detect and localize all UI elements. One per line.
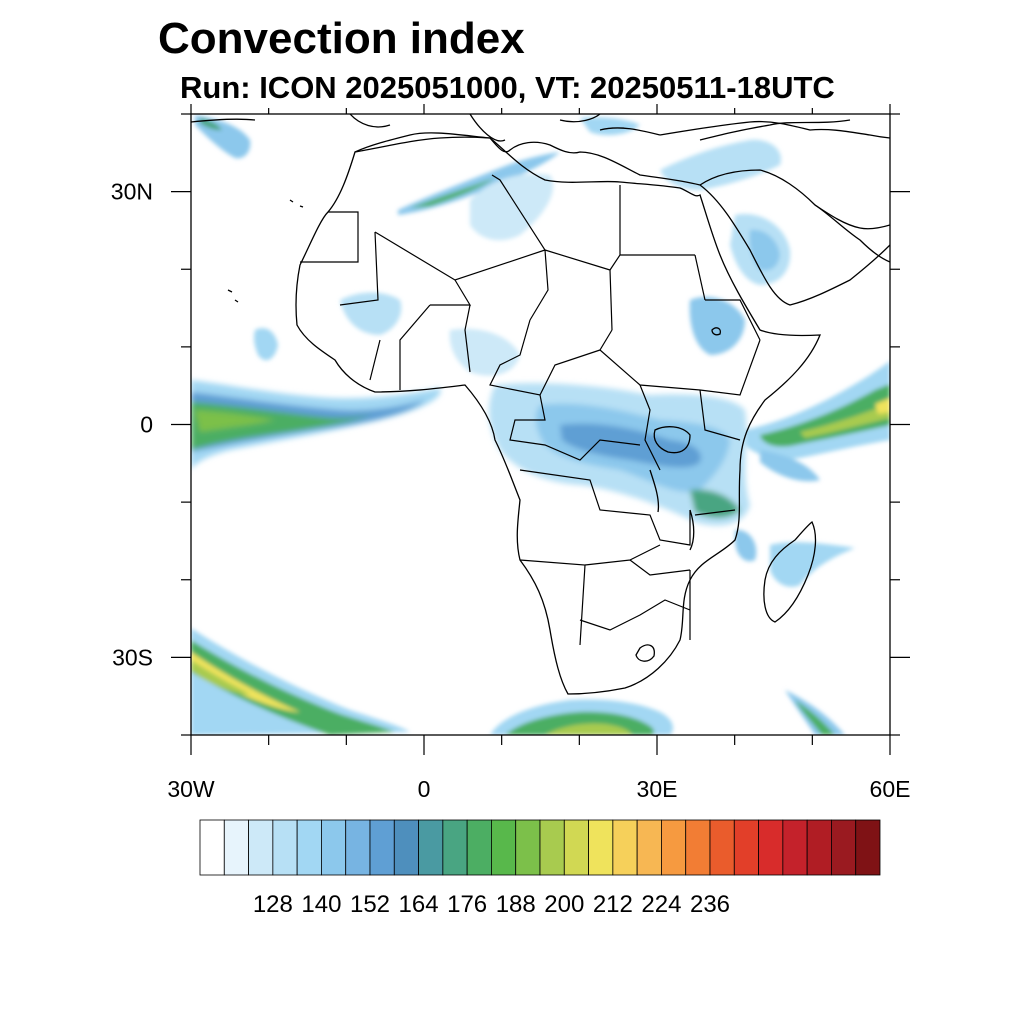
mediterranean-coastline [354,120,890,186]
border-libya-egypt-sudan [609,185,695,271]
colorbar-swatch [393,819,419,876]
border-ethiopia-somalia [699,299,761,396]
lon-tick-label: 0 [418,776,431,802]
field-arabia [660,139,791,285]
colorbar-swatch [685,819,711,876]
colorbar-swatch [563,819,589,876]
colorbar-label: 200 [544,891,584,918]
border-namibia-botswana [519,544,691,646]
border-east-africa [639,384,741,471]
colorbar-label: 140 [301,891,341,918]
colorbar [199,819,881,876]
border-south-africa [579,570,691,640]
field-southeast-front [785,690,845,735]
colorbar-swatch [369,819,395,876]
colorbar-swatch [466,819,492,876]
lesotho-border [635,644,655,662]
colorbar-swatch [418,819,444,876]
colorbar-swatch [709,819,735,876]
colorbar-swatch [321,819,347,876]
colorbar-swatch [831,819,857,876]
colorbar-swatch [442,819,468,876]
colorbar-label: 164 [399,891,439,918]
field-indian-ocean [745,360,890,482]
colorbar-swatch [588,819,614,876]
field-madagascar [735,529,855,587]
border-angola-zambia [519,469,736,546]
colorbar-label: 128 [253,891,293,918]
field-sahara [398,152,560,241]
border-western-sahara [300,211,359,263]
persian-gulf-coastline [814,204,890,263]
lat-tick-label: 0 [140,412,153,438]
africa-coastline [295,132,821,695]
canary-islands [227,199,304,303]
lake-tana [711,327,722,336]
colorbar-swatch [758,819,784,876]
colorbar-label: 176 [447,891,487,918]
colorbar-swatch [345,819,371,876]
lake-tanganyika [649,469,695,551]
lon-tick-label: 60E [870,776,911,802]
colorbar-swatch [296,819,322,876]
colorbar-swatch [199,819,225,876]
colorbar-swatch [782,819,808,876]
field-southwest-front [191,628,410,735]
colorbar-swatch [806,819,832,876]
border-layer [300,174,761,646]
lon-tick-label: 30W [167,776,215,802]
field-equatorial-atlantic [191,380,441,470]
axis-tick-labels: 30N 0 30S 30W 0 30E 60E [111,179,911,802]
colorbar-swatch [491,819,517,876]
border-west-africa [369,304,471,390]
lat-tick-label: 30S [112,644,153,670]
colorbar-swatch [248,819,274,876]
lon-tick-label: 30E [637,776,678,802]
coastline-layer [191,114,890,695]
colorbar-label: 224 [641,891,681,918]
chart-subtitle: Run: ICON 2025051000, VT: 20250511-18UTC [180,70,835,105]
colorbar-swatch [515,819,541,876]
border-nigeria-cameroon [489,319,601,396]
colorbar-label: 236 [690,891,730,918]
lake-victoria [653,426,691,454]
border-sudan [599,254,706,391]
colorbar-swatch [855,819,881,876]
colorbar-swatch [223,819,249,876]
colorbar-swatch [661,819,687,876]
colorbar-swatch [636,819,662,876]
field-south-front [490,699,673,735]
axis-ticks [171,104,910,755]
arabia-coastline [699,169,890,306]
madagascar-coastline [763,520,817,623]
field-central-africa [488,383,750,526]
colorbar-swatch [733,819,759,876]
colorbar-swatch [272,819,298,876]
colorbar-label: 152 [350,891,390,918]
colorbar-swatch [612,819,638,876]
border-congo [509,394,641,461]
colorbar-labels: 128 140 152 164 176 188 200 212 224 236 [253,891,730,918]
field-horn [689,296,745,355]
chart-title: Convection index [158,14,525,63]
colorbar-label: 212 [593,891,633,918]
colorbar-swatch [539,819,565,876]
colorbar-label: 188 [496,891,536,918]
lat-tick-label: 30N [111,179,153,205]
europe-coastline [191,114,851,142]
convection-field-layer [191,115,890,735]
